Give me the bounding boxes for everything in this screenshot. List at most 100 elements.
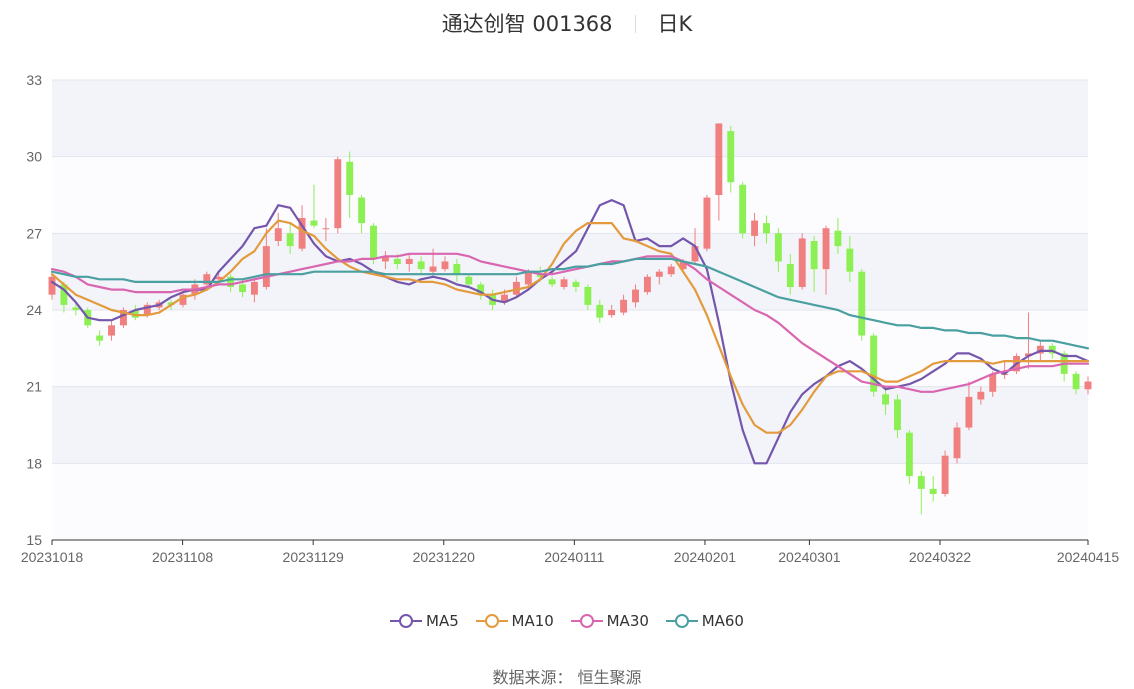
- candle-body: [501, 294, 508, 303]
- grid-band: [52, 156, 1088, 234]
- candle-body: [370, 225, 377, 259]
- x-tick-label: 20240415: [1057, 549, 1120, 565]
- candle-body: [203, 274, 211, 285]
- legend-ma10[interactable]: MA10: [475, 612, 554, 630]
- y-axis: 15 18 21 24 27 30 33: [26, 72, 42, 548]
- candle-body: [572, 281, 580, 287]
- legend-ma60[interactable]: MA60: [665, 612, 744, 630]
- candle-body: [929, 488, 937, 494]
- y-tick-label: 24: [26, 302, 42, 318]
- legend-ma5[interactable]: MA5: [390, 612, 459, 630]
- candle-body: [1084, 381, 1092, 390]
- grid-band: [52, 310, 1088, 387]
- candle-body: [334, 159, 342, 229]
- candle-body: [512, 281, 520, 295]
- candle-body: [310, 220, 318, 226]
- x-tick-label: 20231129: [283, 549, 344, 565]
- candle-body: [584, 287, 592, 305]
- candle-body: [1025, 353, 1032, 356]
- series-line-ma10: [50, 219, 1090, 434]
- legend-ma30-label: MA30: [606, 612, 649, 630]
- stock-name: 通达创智 001368: [441, 12, 613, 36]
- candle-body: [810, 241, 818, 270]
- candle-body: [632, 289, 639, 303]
- y-tick-label: 33: [26, 72, 42, 88]
- grid-band: [52, 80, 1088, 157]
- candle-body: [608, 310, 616, 316]
- x-axis: 20231018 20231108 20231129 20231220 20240111…: [21, 539, 1120, 565]
- y-tick-label: 21: [26, 379, 42, 395]
- candle-body: [751, 220, 759, 236]
- candle-body: [417, 261, 425, 270]
- grid-bands: [52, 80, 1088, 540]
- candle-body: [465, 276, 473, 285]
- legend-ma10-marker: [484, 614, 499, 628]
- candle-body: [763, 223, 770, 234]
- candle-body: [965, 396, 973, 428]
- candle-body: [834, 230, 842, 247]
- candle-body: [536, 274, 544, 277]
- candle-body: [477, 284, 485, 295]
- title-separator: [634, 15, 636, 33]
- x-tick-label: 20240111: [544, 549, 604, 565]
- candle-body: [1048, 345, 1056, 354]
- grid-band: [52, 386, 1088, 464]
- candle-body: [274, 228, 282, 241]
- series-line-ma60: [50, 257, 1090, 350]
- candle-body: [548, 279, 556, 285]
- y-tick-label: 15: [26, 532, 42, 548]
- candle-body: [870, 335, 878, 392]
- candle-body: [643, 276, 651, 293]
- candle-body: [953, 427, 961, 459]
- candle-body: [917, 476, 925, 489]
- candle-body: [655, 271, 663, 277]
- candle-body: [703, 197, 711, 249]
- legend-ma30-marker: [579, 614, 594, 628]
- candle-body: [727, 131, 735, 183]
- candle-body: [858, 271, 866, 336]
- series-line-ma5: [50, 199, 1090, 465]
- candle-body: [250, 281, 258, 295]
- candle-body: [524, 271, 532, 285]
- candle-body: [393, 258, 401, 264]
- candle-body: [941, 455, 949, 494]
- legend-ma60-label: MA60: [701, 612, 744, 630]
- legend-ma60-marker: [674, 614, 689, 628]
- candle-body: [60, 284, 68, 305]
- legend-ma30[interactable]: MA30: [570, 612, 649, 630]
- candle-body: [322, 228, 330, 230]
- candle-body: [72, 307, 80, 310]
- candle-body: [691, 246, 699, 262]
- candle-body: [1072, 373, 1080, 390]
- candle-body: [822, 228, 830, 270]
- x-tick-label: 20240301: [778, 549, 841, 565]
- candle-body: [262, 246, 270, 287]
- candle-body: [108, 325, 115, 336]
- x-tick-label: 20231220: [413, 549, 476, 565]
- chart-title: 通达创智 001368 日K: [0, 8, 1134, 38]
- grid-band: [52, 233, 1088, 310]
- x-tick-label: 20240201: [674, 549, 737, 565]
- candlesticks: [48, 123, 1092, 515]
- candle-body: [441, 261, 449, 270]
- legend-ma10-label: MA10: [511, 612, 554, 630]
- candle-body: [96, 335, 104, 341]
- candle-body: [346, 161, 354, 195]
- series-line-ma30: [50, 252, 1090, 393]
- candle-body: [453, 264, 461, 275]
- candle-body: [1036, 345, 1044, 354]
- candle-body: [429, 266, 437, 272]
- candle-body: [215, 276, 223, 280]
- y-tick-label: 30: [26, 149, 42, 165]
- candle-body: [905, 432, 913, 477]
- x-tick-label: 20231018: [21, 549, 84, 565]
- candle-body: [894, 399, 901, 431]
- candle-body: [119, 310, 127, 326]
- candle-body: [381, 256, 389, 262]
- candle-body: [131, 310, 139, 318]
- candle-body: [143, 304, 151, 316]
- candle-body: [227, 276, 235, 287]
- candle-body: [286, 233, 294, 247]
- period-label: 日K: [657, 12, 693, 36]
